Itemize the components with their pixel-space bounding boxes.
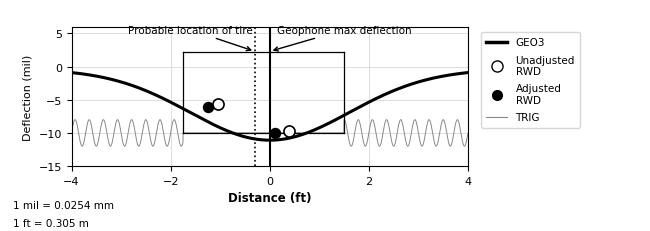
X-axis label: Distance (ft): Distance (ft) xyxy=(228,191,311,204)
Text: 1 ft = 0.305 m: 1 ft = 0.305 m xyxy=(13,219,89,228)
Text: Probable location of tire: Probable location of tire xyxy=(128,26,253,52)
Y-axis label: Deflection (mil): Deflection (mil) xyxy=(23,54,33,140)
Text: Geophone max deflection: Geophone max deflection xyxy=(274,26,411,52)
Legend: GEO3, Unadjusted
RWD, Adjusted
RWD, TRIG: GEO3, Unadjusted RWD, Adjusted RWD, TRIG xyxy=(481,33,580,128)
Text: 1 mil = 0.0254 mm: 1 mil = 0.0254 mm xyxy=(13,200,114,210)
